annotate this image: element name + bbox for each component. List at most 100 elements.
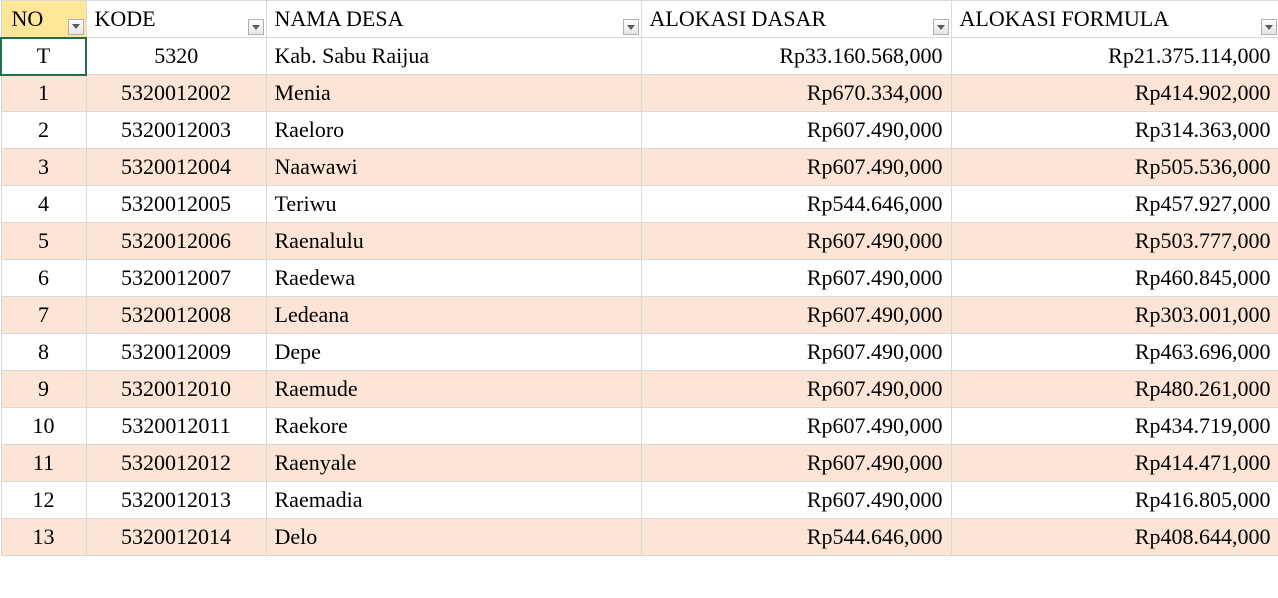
cell-nama[interactable]: Raemadia (266, 482, 641, 519)
cell-nama[interactable]: Menia (266, 75, 641, 112)
table-row: 115320012012RaenyaleRp607.490,000Rp414.4… (1, 445, 1278, 482)
cell-dasar[interactable]: Rp607.490,000 (641, 112, 951, 149)
header-nama[interactable]: NAMA DESA (266, 1, 641, 38)
header-row: NO KODE NAMA DESA ALOKASI DASAR (1, 1, 1278, 38)
cell-kode[interactable]: 5320012008 (86, 297, 266, 334)
cell-dasar[interactable]: Rp607.490,000 (641, 260, 951, 297)
cell-nama[interactable]: Raeloro (266, 112, 641, 149)
cell-nama[interactable]: Raedewa (266, 260, 641, 297)
cell-nama[interactable]: Raemude (266, 371, 641, 408)
table-row: 95320012010RaemudeRp607.490,000Rp480.261… (1, 371, 1278, 408)
cell-dasar[interactable]: Rp607.490,000 (641, 334, 951, 371)
cell-kode[interactable]: 5320012012 (86, 445, 266, 482)
cell-kode[interactable]: 5320012003 (86, 112, 266, 149)
cell-dasar[interactable]: Rp607.490,000 (641, 223, 951, 260)
filter-dropdown-icon[interactable] (623, 19, 639, 35)
cell-formula[interactable]: Rp414.471,000 (951, 445, 1278, 482)
cell-kode[interactable]: 5320012006 (86, 223, 266, 260)
cell-formula[interactable]: Rp416.805,000 (951, 482, 1278, 519)
cell-nama[interactable]: Naawawi (266, 149, 641, 186)
cell-kode[interactable]: 5320012009 (86, 334, 266, 371)
cell-formula[interactable]: Rp480.261,000 (951, 371, 1278, 408)
cell-formula[interactable]: Rp434.719,000 (951, 408, 1278, 445)
cell-dasar[interactable]: Rp670.334,000 (641, 75, 951, 112)
cell-nama[interactable]: Raekore (266, 408, 641, 445)
cell-no[interactable]: T (1, 38, 86, 75)
cell-kode[interactable]: 5320 (86, 38, 266, 75)
cell-no[interactable]: 7 (1, 297, 86, 334)
filter-dropdown-icon[interactable] (933, 19, 949, 35)
cell-dasar[interactable]: Rp607.490,000 (641, 445, 951, 482)
table-row: 45320012005TeriwuRp544.646,000Rp457.927,… (1, 186, 1278, 223)
header-dasar-label: ALOKASI DASAR (650, 6, 827, 31)
table-row: 85320012009DepeRp607.490,000Rp463.696,00… (1, 334, 1278, 371)
cell-nama[interactable]: Depe (266, 334, 641, 371)
cell-kode[interactable]: 5320012007 (86, 260, 266, 297)
cell-kode[interactable]: 5320012004 (86, 149, 266, 186)
filter-dropdown-icon[interactable] (1261, 19, 1277, 35)
filter-dropdown-icon[interactable] (248, 19, 264, 35)
table-row: T5320Kab. Sabu RaijuaRp33.160.568,000Rp2… (1, 38, 1278, 75)
cell-formula[interactable]: Rp457.927,000 (951, 186, 1278, 223)
cell-no[interactable]: 13 (1, 519, 86, 556)
table-row: 125320012013RaemadiaRp607.490,000Rp416.8… (1, 482, 1278, 519)
cell-kode[interactable]: 5320012002 (86, 75, 266, 112)
table-body: T5320Kab. Sabu RaijuaRp33.160.568,000Rp2… (1, 38, 1278, 556)
table-row: 15320012002MeniaRp670.334,000Rp414.902,0… (1, 75, 1278, 112)
cell-dasar[interactable]: Rp607.490,000 (641, 408, 951, 445)
cell-formula[interactable]: Rp314.363,000 (951, 112, 1278, 149)
cell-nama[interactable]: Teriwu (266, 186, 641, 223)
cell-nama[interactable]: Delo (266, 519, 641, 556)
cell-nama[interactable]: Ledeana (266, 297, 641, 334)
cell-formula[interactable]: Rp503.777,000 (951, 223, 1278, 260)
cell-kode[interactable]: 5320012011 (86, 408, 266, 445)
cell-formula[interactable]: Rp21.375.114,000 (951, 38, 1278, 75)
table-row: 105320012011RaekoreRp607.490,000Rp434.71… (1, 408, 1278, 445)
cell-no[interactable]: 11 (1, 445, 86, 482)
header-kode[interactable]: KODE (86, 1, 266, 38)
cell-no[interactable]: 5 (1, 223, 86, 260)
cell-formula[interactable]: Rp414.902,000 (951, 75, 1278, 112)
table-row: 55320012006RaenaluluRp607.490,000Rp503.7… (1, 223, 1278, 260)
cell-no[interactable]: 1 (1, 75, 86, 112)
header-kode-label: KODE (95, 6, 156, 31)
table-row: 65320012007RaedewaRp607.490,000Rp460.845… (1, 260, 1278, 297)
filter-dropdown-icon[interactable] (68, 19, 84, 35)
header-dasar[interactable]: ALOKASI DASAR (641, 1, 951, 38)
header-formula-label: ALOKASI FORMULA (960, 6, 1170, 31)
cell-kode[interactable]: 5320012010 (86, 371, 266, 408)
header-nama-label: NAMA DESA (275, 6, 404, 31)
cell-kode[interactable]: 5320012014 (86, 519, 266, 556)
cell-dasar[interactable]: Rp607.490,000 (641, 149, 951, 186)
cell-dasar[interactable]: Rp607.490,000 (641, 371, 951, 408)
cell-no[interactable]: 10 (1, 408, 86, 445)
header-no-label: NO (12, 6, 44, 31)
cell-formula[interactable]: Rp505.536,000 (951, 149, 1278, 186)
cell-dasar[interactable]: Rp544.646,000 (641, 186, 951, 223)
cell-dasar[interactable]: Rp607.490,000 (641, 297, 951, 334)
header-no[interactable]: NO (1, 1, 86, 38)
cell-formula[interactable]: Rp460.845,000 (951, 260, 1278, 297)
cell-no[interactable]: 6 (1, 260, 86, 297)
cell-no[interactable]: 12 (1, 482, 86, 519)
cell-nama[interactable]: Raenyale (266, 445, 641, 482)
cell-no[interactable]: 9 (1, 371, 86, 408)
cell-formula[interactable]: Rp408.644,000 (951, 519, 1278, 556)
cell-no[interactable]: 8 (1, 334, 86, 371)
table-row: 25320012003RaeloroRp607.490,000Rp314.363… (1, 112, 1278, 149)
cell-no[interactable]: 3 (1, 149, 86, 186)
header-formula[interactable]: ALOKASI FORMULA (951, 1, 1278, 38)
cell-dasar[interactable]: Rp33.160.568,000 (641, 38, 951, 75)
cell-formula[interactable]: Rp463.696,000 (951, 334, 1278, 371)
cell-no[interactable]: 2 (1, 112, 86, 149)
cell-kode[interactable]: 5320012013 (86, 482, 266, 519)
cell-formula[interactable]: Rp303.001,000 (951, 297, 1278, 334)
table-row: 135320012014DeloRp544.646,000Rp408.644,0… (1, 519, 1278, 556)
cell-nama[interactable]: Raenalulu (266, 223, 641, 260)
cell-nama[interactable]: Kab. Sabu Raijua (266, 38, 641, 75)
data-table: NO KODE NAMA DESA ALOKASI DASAR (0, 0, 1278, 556)
cell-dasar[interactable]: Rp544.646,000 (641, 519, 951, 556)
cell-kode[interactable]: 5320012005 (86, 186, 266, 223)
cell-no[interactable]: 4 (1, 186, 86, 223)
cell-dasar[interactable]: Rp607.490,000 (641, 482, 951, 519)
